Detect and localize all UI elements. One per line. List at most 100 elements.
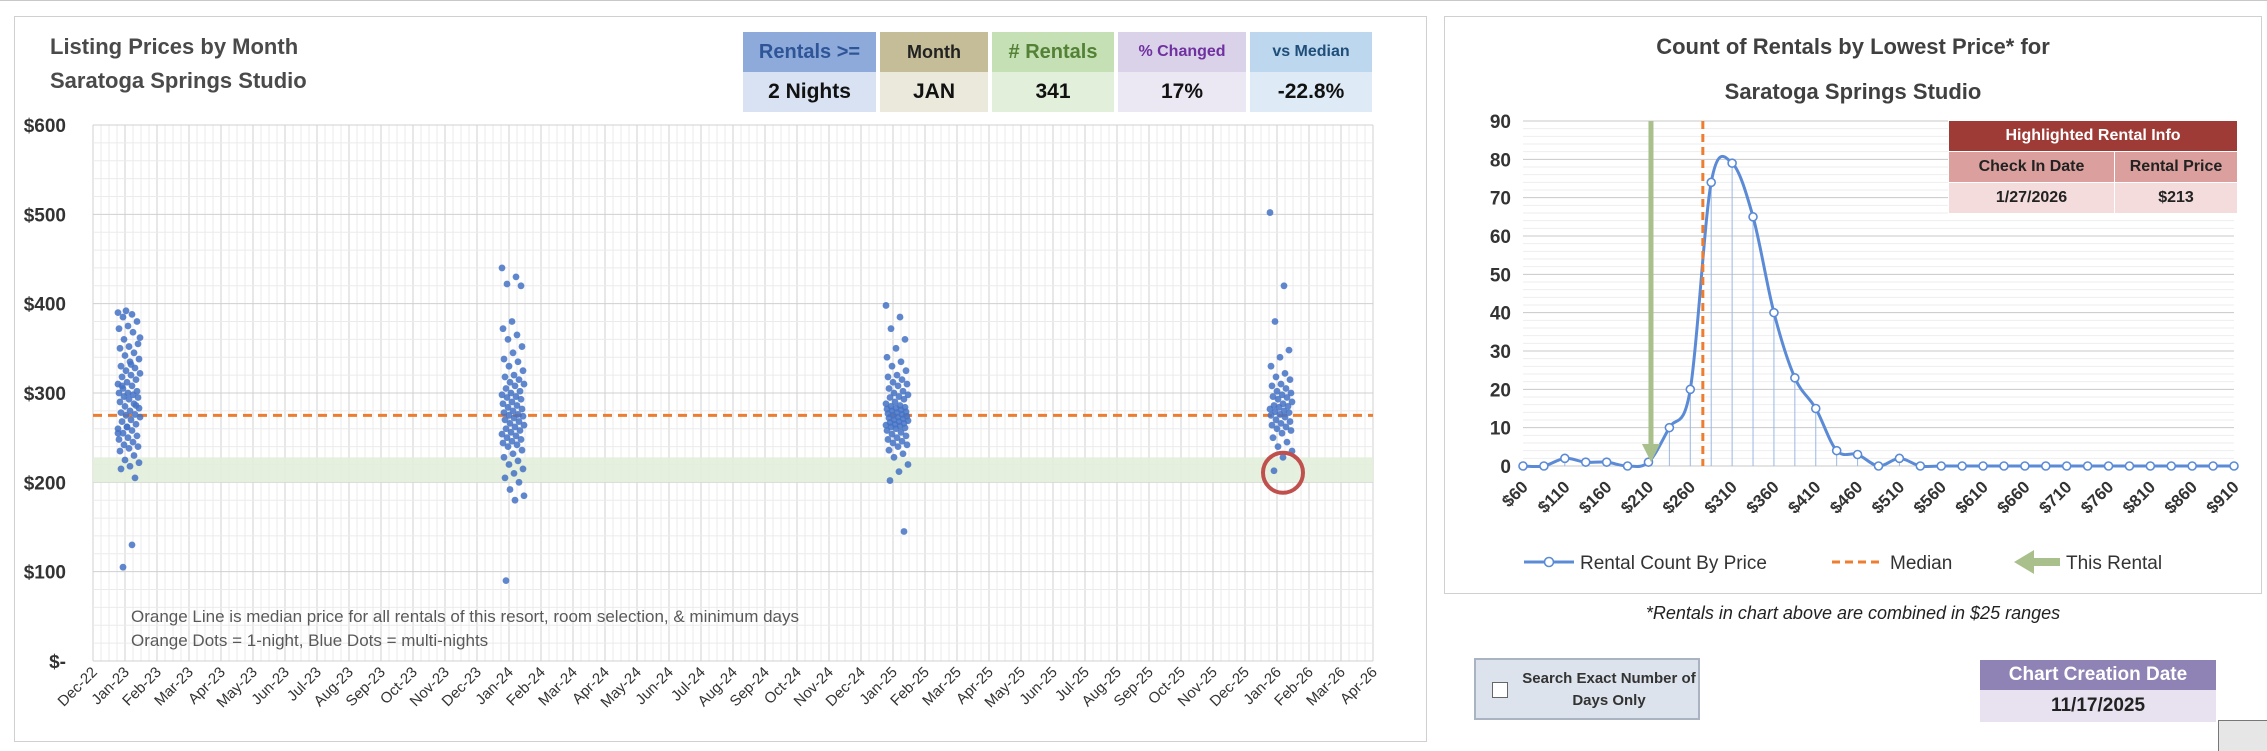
exact-days-checkbox[interactable] (1492, 682, 1508, 698)
y-tick-label: 30 (1490, 342, 1511, 363)
price-dot (136, 369, 144, 377)
price-dot (504, 443, 512, 450)
price-dot (136, 413, 144, 421)
rental-count-point (2103, 461, 2114, 471)
scatter-series (114, 307, 144, 571)
rental-count-point (1518, 461, 1528, 471)
price-dot (512, 393, 520, 400)
stat-value: -22.8% (1250, 72, 1372, 112)
price-dot (499, 400, 507, 408)
price-dot (507, 389, 515, 397)
scatter-series (882, 302, 912, 535)
x-tick-label: $260 (1659, 477, 1699, 517)
stat-0: Rentals >= 2 Nights (743, 32, 876, 112)
price-dot (509, 407, 517, 415)
price-dot (129, 328, 137, 336)
price-dot (884, 436, 892, 443)
price-dot (122, 411, 130, 419)
rental-count-point (1978, 461, 1988, 471)
target-price-band (93, 457, 1373, 483)
price-dot (504, 403, 512, 411)
y-tick-label: 20 (1490, 380, 1511, 401)
price-dot (1283, 394, 1291, 401)
price-dot (896, 313, 904, 321)
price-dot (1280, 282, 1288, 290)
price-dot (893, 434, 901, 442)
highlight-table-title: Highlighted Rental Info (1948, 120, 2238, 152)
price-dot (893, 371, 901, 379)
price-dot (116, 344, 124, 352)
price-dot (124, 322, 132, 330)
price-dot (502, 577, 510, 584)
price-dot (888, 430, 896, 438)
price-dot (503, 280, 511, 288)
price-dot (115, 325, 123, 333)
stat-1: Month JAN (880, 32, 988, 112)
rental-count-point (2208, 461, 2218, 471)
rental-count-point (1664, 422, 1675, 433)
price-dot (1274, 443, 1282, 450)
price-dot (119, 313, 127, 321)
stat-value: 341 (992, 72, 1114, 112)
rental-count-point (1894, 453, 1905, 464)
price-dot (897, 428, 905, 436)
price-dot (892, 344, 900, 352)
price-dot (511, 496, 519, 504)
rental-count-point (1831, 445, 1842, 456)
price-dot (894, 382, 902, 390)
price-dot (1272, 373, 1280, 381)
listing-prices-scatter-chart: $-$100$200$300$400$500$600Dec-22Jan-23Fe… (24, 116, 1381, 711)
price-dot (897, 358, 905, 366)
price-dot (513, 331, 521, 339)
price-dot (506, 419, 514, 427)
price-dot (133, 432, 141, 440)
stat-header: % Changed (1118, 32, 1246, 72)
scatter-grid (92, 124, 1374, 662)
highlight-col-checkin: Check In Date (1948, 151, 2115, 183)
y-tick-label: 90 (1490, 112, 1511, 133)
rental-count-point (2082, 461, 2093, 471)
x-tick-label: $360 (1743, 477, 1783, 517)
price-dot (510, 371, 518, 379)
sheet-corner (2218, 720, 2267, 751)
price-dot (1282, 385, 1290, 392)
price-dot (516, 427, 524, 434)
x-tick-label: $860 (2161, 477, 2201, 517)
price-dot (520, 380, 528, 388)
price-dot (518, 446, 526, 454)
price-dot (136, 334, 144, 342)
price-dot (518, 405, 526, 413)
price-dot (506, 378, 514, 386)
rental-count-point (1560, 453, 1570, 464)
price-dot (511, 423, 519, 431)
price-dot (127, 371, 135, 379)
price-dot (890, 389, 898, 397)
price-dot (1274, 395, 1282, 403)
price-dot (120, 336, 128, 343)
price-dot (901, 424, 909, 432)
price-dot (127, 361, 135, 368)
price-dot (129, 391, 137, 399)
price-dot (901, 336, 909, 343)
price-dot (902, 367, 910, 375)
rental-count-point (1539, 461, 1549, 471)
price-dot (134, 443, 142, 450)
stat-header: vs Median (1250, 32, 1372, 72)
rental-count-point (1580, 457, 1591, 467)
price-dot (125, 395, 133, 403)
price-dot (508, 398, 516, 406)
highlight-col-price: Rental Price (2114, 151, 2238, 183)
price-dot (1279, 453, 1287, 461)
price-dot (517, 282, 525, 290)
x-tick-label: $510 (1868, 477, 1908, 517)
price-dot (1285, 409, 1293, 417)
price-dot (123, 378, 131, 386)
price-dot (505, 362, 513, 370)
x-tick-label: $460 (1826, 477, 1866, 517)
price-dot (885, 446, 893, 454)
price-dot (128, 382, 136, 390)
price-dot (1275, 403, 1283, 411)
x-tick-label: $710 (2035, 477, 2075, 517)
exact-days-control[interactable]: Search Exact Number of Days Only (1474, 658, 1700, 720)
price-dot (131, 474, 139, 482)
